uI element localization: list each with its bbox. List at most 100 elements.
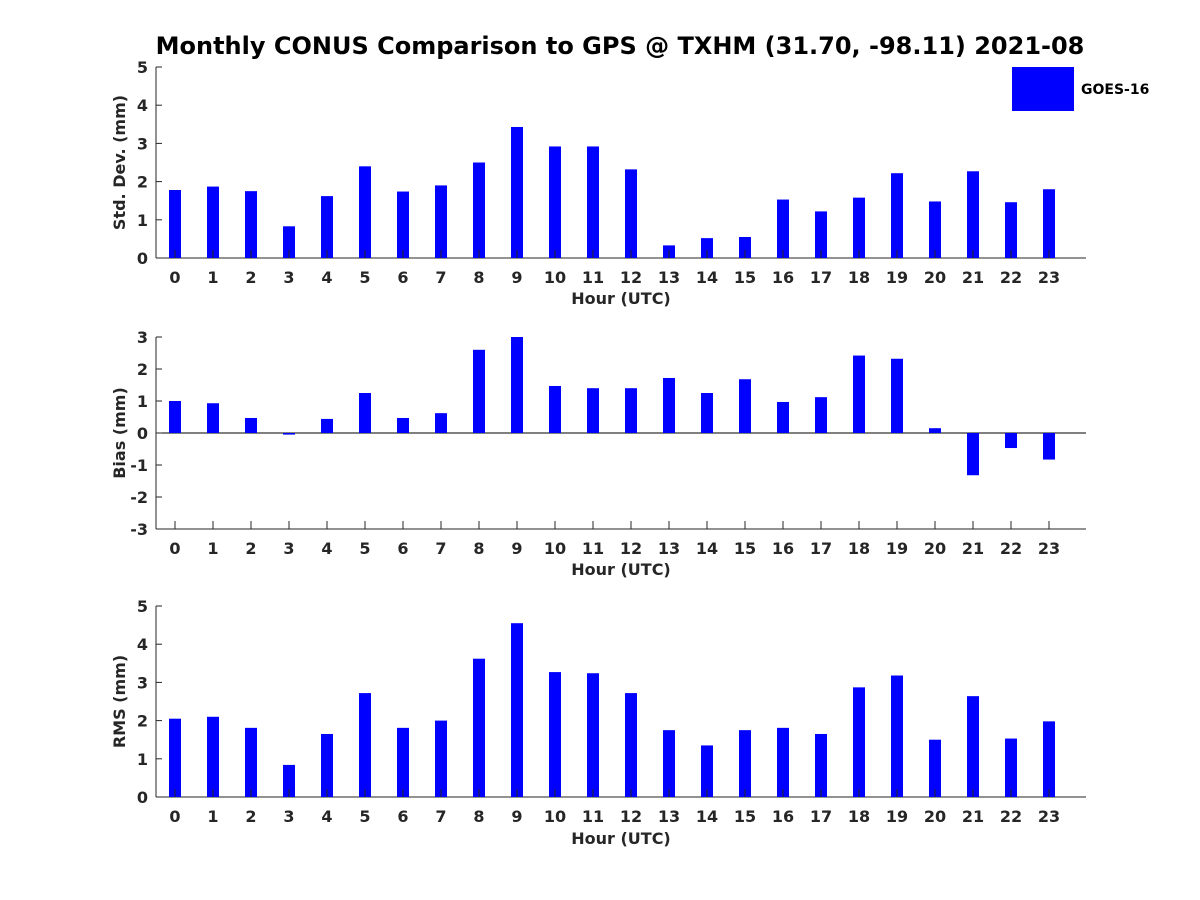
rms-y-axis-label: RMS (mm)	[110, 655, 129, 748]
std-dev-bar	[891, 173, 903, 258]
bias-x-tick-label: 22	[1000, 539, 1022, 558]
bias-bar	[1005, 433, 1017, 449]
bias-x-tick-label: 0	[169, 539, 180, 558]
bias-bar	[549, 385, 561, 433]
std-dev-x-tick-label: 15	[734, 268, 756, 287]
std-dev-y-tick-label: 4	[137, 96, 148, 115]
bias-bar	[435, 413, 447, 433]
rms-x-tick-label: 17	[810, 807, 832, 826]
bias-x-tick-label: 7	[435, 539, 446, 558]
std-dev-x-tick-label: 17	[810, 268, 832, 287]
rms-x-tick-label: 7	[435, 807, 446, 826]
rms-x-tick-label: 4	[321, 807, 332, 826]
bias-bar	[397, 417, 409, 433]
bias-bar	[929, 428, 941, 433]
rms-x-tick-label: 8	[473, 807, 484, 826]
rms-y-tick-label: 5	[137, 597, 148, 616]
std-dev-y-tick-label: 5	[137, 58, 148, 77]
bias-x-axis-label: Hour (UTC)	[571, 560, 671, 579]
rms-bar	[777, 727, 789, 797]
std-dev-bar	[321, 196, 333, 258]
bias-x-tick-label: 8	[473, 539, 484, 558]
std-dev-bar	[853, 197, 865, 258]
std-dev-bar	[1005, 202, 1017, 258]
rms-bar	[1005, 738, 1017, 797]
bias-x-tick-label: 16	[772, 539, 794, 558]
rms-bar	[245, 727, 257, 797]
rms-x-tick-label: 15	[734, 807, 756, 826]
std-dev-x-axis-label: Hour (UTC)	[571, 289, 671, 308]
bias-bar	[853, 355, 865, 433]
std-dev-y-tick-label: 2	[137, 173, 148, 192]
std-dev-y-tick-label: 3	[137, 134, 148, 153]
std-dev-x-tick-label: 10	[544, 268, 566, 287]
bias-y-tick-label: 3	[137, 328, 148, 347]
bias-x-tick-label: 18	[848, 539, 870, 558]
rms-bar	[207, 716, 219, 797]
bias-bar	[245, 417, 257, 433]
rms-x-tick-label: 12	[620, 807, 642, 826]
std-dev-bar	[435, 185, 447, 258]
rms-x-tick-label: 16	[772, 807, 794, 826]
rms-x-axis-label: Hour (UTC)	[571, 829, 671, 848]
rms-bar	[321, 733, 333, 797]
std-dev-bar	[1043, 189, 1055, 258]
rms-x-tick-label: 5	[359, 807, 370, 826]
std-dev-bar	[929, 201, 941, 258]
bias-x-tick-label: 15	[734, 539, 756, 558]
rms-x-tick-label: 3	[283, 807, 294, 826]
rms-bar	[397, 727, 409, 797]
rms-y-tick-label: 1	[137, 750, 148, 769]
bias-bar	[321, 418, 333, 433]
std-dev-x-tick-label: 4	[321, 268, 332, 287]
legend-swatch	[1012, 67, 1074, 111]
std-dev-y-tick-label: 1	[137, 211, 148, 230]
rms-bar	[169, 718, 181, 797]
std-dev-x-tick-label: 0	[169, 268, 180, 287]
rms-x-tick-label: 14	[696, 807, 718, 826]
bias-x-tick-label: 21	[962, 539, 984, 558]
bias-bar	[663, 377, 675, 433]
std-dev-bar	[473, 162, 485, 258]
bias-x-tick-label: 2	[245, 539, 256, 558]
rms-bar	[701, 745, 713, 797]
chart-title: Monthly CONUS Comparison to GPS @ TXHM (…	[156, 32, 1085, 60]
bias-y-tick-label: -3	[130, 520, 148, 539]
rms-bar	[929, 739, 941, 797]
bias-bar	[169, 401, 181, 433]
bias-y-tick-label: 0	[137, 424, 148, 443]
bias-x-tick-label: 13	[658, 539, 680, 558]
std-dev-x-tick-label: 8	[473, 268, 484, 287]
rms-y-tick-label: 0	[137, 788, 148, 807]
bias-bar	[815, 397, 827, 433]
std-dev-y-axis-label: Std. Dev. (mm)	[110, 95, 129, 230]
std-dev-x-tick-label: 6	[397, 268, 408, 287]
std-dev-x-tick-label: 2	[245, 268, 256, 287]
bias-x-tick-label: 11	[582, 539, 604, 558]
std-dev-x-tick-label: 21	[962, 268, 984, 287]
std-dev-x-tick-label: 23	[1038, 268, 1060, 287]
rms-x-tick-label: 6	[397, 807, 408, 826]
std-dev-bar	[739, 236, 751, 258]
rms-bar	[891, 675, 903, 797]
bias-x-tick-label: 1	[207, 539, 218, 558]
bias-bar	[1043, 433, 1055, 460]
rms-y-tick-label: 3	[137, 673, 148, 692]
std-dev-bar	[359, 166, 371, 258]
std-dev-x-tick-label: 14	[696, 268, 718, 287]
bias-x-tick-label: 5	[359, 539, 370, 558]
rms-bar	[587, 673, 599, 797]
rms-bar	[1043, 721, 1055, 797]
bias-x-tick-label: 10	[544, 539, 566, 558]
std-dev-bar	[967, 171, 979, 258]
std-dev-x-tick-label: 13	[658, 268, 680, 287]
std-dev-x-tick-label: 20	[924, 268, 946, 287]
rms-x-tick-label: 11	[582, 807, 604, 826]
rms-bar	[435, 720, 447, 797]
bias-x-tick-label: 3	[283, 539, 294, 558]
rms-x-tick-label: 19	[886, 807, 908, 826]
rms-x-tick-label: 21	[962, 807, 984, 826]
std-dev-bar	[701, 238, 713, 258]
